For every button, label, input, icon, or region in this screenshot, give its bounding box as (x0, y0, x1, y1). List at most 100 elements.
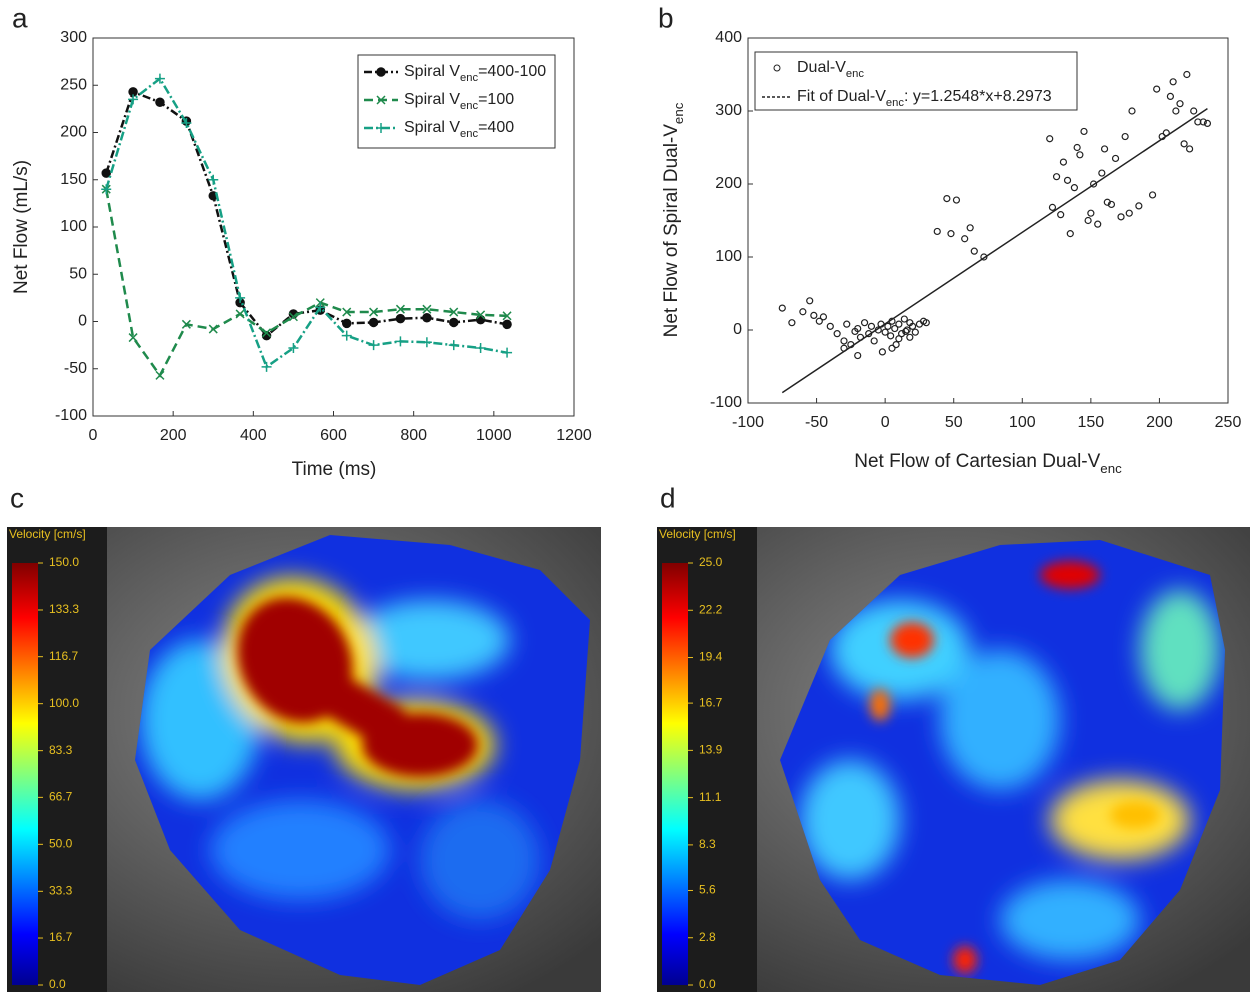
colorbar (12, 563, 38, 985)
x-tick-label: 250 (1215, 414, 1242, 431)
x-tick-label: 100 (1009, 414, 1036, 431)
subscript: enc (886, 97, 904, 109)
scatter-point (948, 231, 954, 237)
scatter-point (1049, 204, 1055, 210)
text-part: =400 (478, 119, 514, 136)
scatter-point (962, 236, 968, 242)
y-tick-label: -50 (64, 360, 87, 377)
colorbar-tick-label: 5.6 (699, 883, 716, 897)
scatter-point (1081, 128, 1087, 134)
marker (423, 314, 431, 322)
scatter-point (820, 314, 826, 320)
x-tick-label: 150 (1078, 414, 1105, 431)
scatter-point (1170, 79, 1176, 85)
y-tick-label: 200 (60, 124, 87, 141)
scatter-point (1184, 72, 1190, 78)
x-tick-label: 1200 (556, 427, 592, 444)
scatter-point (1129, 108, 1135, 114)
y-axis-label: Net Flow of Spiral Dual-Venc (661, 102, 686, 337)
marker (449, 340, 459, 350)
x-tick-label: 50 (945, 414, 963, 431)
scatter-point (971, 248, 977, 254)
scatter-point (841, 338, 847, 344)
scatter-point (953, 197, 959, 203)
x-axis-label: Net Flow of Cartesian Dual-Venc (854, 451, 1122, 476)
colorbar-tick-label: 0.0 (699, 977, 716, 991)
subscript: enc (460, 72, 478, 84)
scatter-point (1102, 146, 1108, 152)
scatter-point (1154, 86, 1160, 92)
scatter-point (1191, 108, 1197, 114)
scatter-point (1047, 136, 1053, 142)
y-tick-label: 250 (60, 76, 87, 93)
marker (502, 348, 512, 358)
scatter-point (1077, 152, 1083, 158)
scatter-point (789, 320, 795, 326)
scatter-point (1173, 108, 1179, 114)
colorbar-tick-label: 100.0 (49, 696, 79, 710)
text-part: Spiral V (404, 119, 460, 136)
scatter-point (912, 329, 918, 335)
y-tick-label: -100 (55, 407, 87, 424)
scatter-point (1085, 218, 1091, 224)
y-tick-label: 0 (78, 313, 87, 330)
scatter-point (1071, 185, 1077, 191)
scatter-point (901, 316, 907, 322)
scatter-point (1099, 170, 1105, 176)
y-tick-label: -100 (710, 394, 742, 411)
scatter-point (888, 333, 894, 339)
scatter-point (827, 323, 833, 329)
scatter-point (844, 321, 850, 327)
colorbar-tick-label: 8.3 (699, 837, 716, 851)
text-part: =100 (478, 91, 514, 108)
x-tick-label: -50 (805, 414, 828, 431)
y-tick-label: 200 (715, 175, 742, 192)
text-part: Net Flow of Cartesian Dual-V (854, 451, 1100, 472)
x-tick-label: 0 (881, 414, 890, 431)
scatter-point (896, 336, 902, 342)
colorbar-tick-label: 116.7 (49, 649, 78, 663)
scatter-point (1088, 210, 1094, 216)
scatter-point (1074, 145, 1080, 151)
y-tick-label: 100 (60, 218, 87, 235)
scatter-point (779, 305, 785, 311)
scatter-point (1060, 159, 1066, 165)
scatter-point (1067, 231, 1073, 237)
colorbar-tick-label: 133.3 (49, 602, 79, 616)
y-tick-label: 400 (715, 29, 742, 46)
x-tick-label: 200 (160, 427, 187, 444)
colorbar-tick-label: 13.9 (699, 743, 723, 757)
x-tick-label: 800 (400, 427, 427, 444)
marker (236, 310, 244, 318)
subscript: enc (671, 102, 686, 124)
colorbar-tick-label: 66.7 (49, 790, 73, 804)
text-part: : y=1.2548*x+8.2973 (904, 88, 1052, 105)
x-tick-label: -100 (732, 414, 764, 431)
colorbar-tick-label: 0.0 (49, 977, 66, 991)
marker (395, 336, 405, 346)
scatter-point (1122, 134, 1128, 140)
subscript: enc (460, 100, 478, 112)
scatter-point (1113, 155, 1119, 161)
scatter-point (1118, 214, 1124, 220)
scatter-point (807, 298, 813, 304)
scatter-point (1136, 203, 1142, 209)
scatter-point (800, 309, 806, 315)
scatter-point (879, 349, 885, 355)
scatter-point (1126, 210, 1132, 216)
scatter-point (907, 334, 913, 340)
scatter-point (1058, 212, 1064, 218)
subscript: enc (1100, 461, 1122, 476)
marker (156, 98, 164, 106)
scatter-point (868, 323, 874, 329)
x-tick-label: 1000 (476, 427, 512, 444)
colorbar-tick-label: 19.4 (699, 650, 723, 664)
scatter-point (944, 196, 950, 202)
x-tick-label: 0 (89, 427, 98, 444)
marker (209, 325, 217, 333)
colorbar-label: Velocity [cm/s] (9, 527, 86, 541)
marker (422, 337, 432, 347)
y-tick-label: 100 (715, 248, 742, 265)
colorbar-tick-label: 150.0 (49, 555, 79, 569)
x-tick-label: 600 (320, 427, 347, 444)
